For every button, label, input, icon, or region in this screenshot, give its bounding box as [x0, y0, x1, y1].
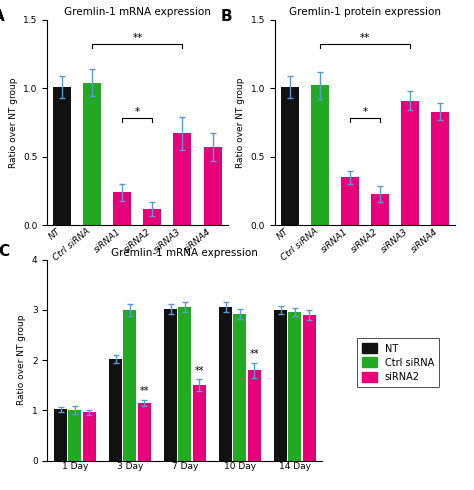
Bar [431, 112, 449, 225]
Bar [173, 133, 191, 225]
Bar [302, 315, 316, 461]
Text: **: ** [249, 349, 259, 359]
Bar [233, 314, 246, 461]
Text: A: A [0, 9, 5, 24]
Bar [247, 370, 261, 461]
Bar [203, 147, 221, 225]
Title: Gremlin-1 mRNA expression: Gremlin-1 mRNA expression [64, 7, 211, 18]
Bar [68, 411, 82, 461]
Bar [113, 193, 131, 225]
Bar [371, 194, 389, 225]
Text: B: B [221, 9, 233, 24]
Bar [82, 413, 96, 461]
Bar [144, 209, 162, 225]
Title: Gremlin-1 mRNA expression: Gremlin-1 mRNA expression [111, 247, 258, 258]
Bar [288, 312, 301, 461]
Bar [192, 385, 206, 461]
Legend: NT, Ctrl siRNA, siRNA2: NT, Ctrl siRNA, siRNA2 [357, 339, 439, 387]
Y-axis label: Ratio over NT group: Ratio over NT group [18, 315, 27, 405]
Bar [341, 177, 359, 225]
Bar [54, 409, 67, 461]
Text: *: * [363, 107, 367, 117]
Text: **: ** [132, 33, 143, 43]
Y-axis label: Ratio over NT group: Ratio over NT group [236, 77, 245, 168]
Bar [178, 307, 191, 461]
Bar [54, 87, 72, 225]
Y-axis label: Ratio over NT group: Ratio over NT group [9, 77, 18, 168]
Text: *: * [135, 107, 140, 117]
Bar [109, 359, 122, 461]
Bar [281, 87, 299, 225]
Text: **: ** [360, 33, 370, 43]
Title: Gremlin-1 protein expression: Gremlin-1 protein expression [289, 7, 441, 18]
Text: C: C [0, 244, 9, 259]
Text: **: ** [194, 366, 204, 376]
Bar [219, 307, 232, 461]
Bar [123, 310, 137, 461]
Bar [137, 403, 151, 461]
Bar [274, 310, 287, 461]
Bar [401, 100, 419, 225]
Bar [83, 83, 101, 225]
Bar [311, 85, 329, 225]
Text: **: ** [139, 386, 149, 396]
Bar [164, 309, 177, 461]
